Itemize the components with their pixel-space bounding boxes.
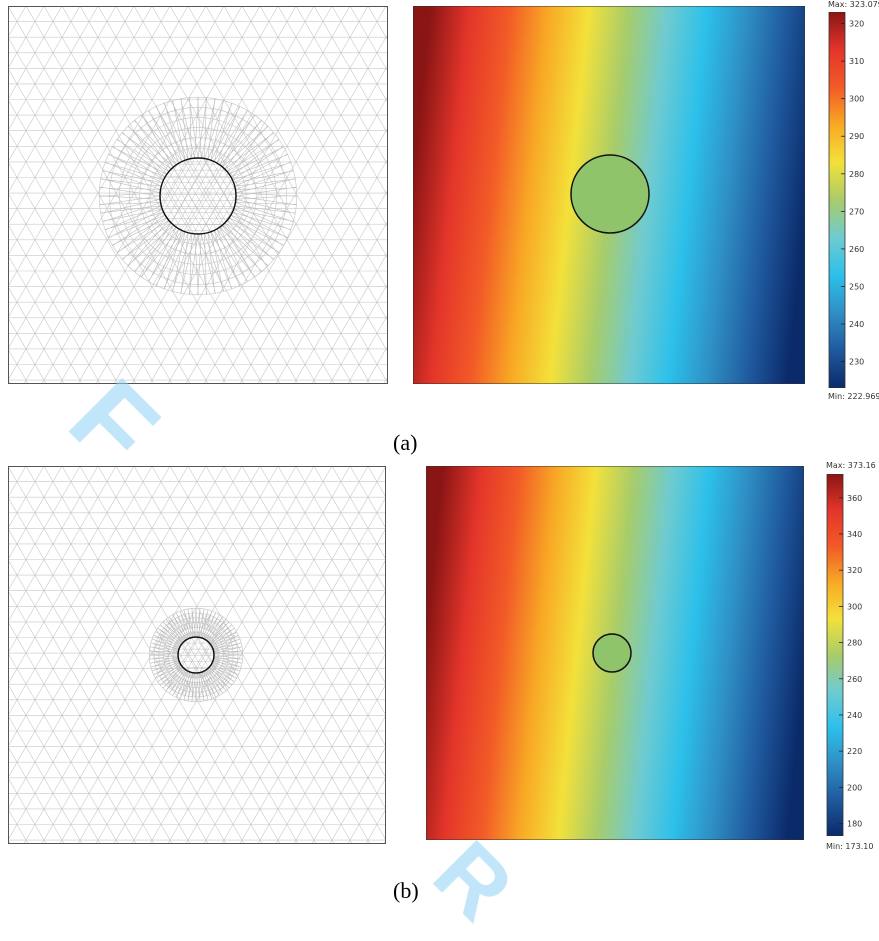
colorbar-tick-label: 240 xyxy=(847,711,862,720)
colorbar-tick-label: 270 xyxy=(849,207,864,216)
colorbar-max-label-a: Max: 323.079 xyxy=(828,0,879,9)
inclusion-circle-a xyxy=(570,154,650,234)
mesh-figure-b xyxy=(8,466,386,844)
field-panel-a xyxy=(413,6,805,384)
mesh-border xyxy=(8,6,388,384)
mesh-panel-a xyxy=(8,6,388,384)
colorbar-a: 230 240 250 260 270 280 290 300 310 320 xyxy=(828,12,876,388)
colorbar-min-label-b: Min: 173.10 xyxy=(826,842,874,851)
field-plot-b xyxy=(426,466,804,840)
colorbar-b: 180 200 220 240 260 280 300 320 340 360 xyxy=(826,474,876,836)
caption-a: (a) xyxy=(393,430,418,455)
colorbar-tick-label: 230 xyxy=(849,358,864,367)
mesh-inclusion-circle xyxy=(159,157,237,235)
mesh-figure-a xyxy=(8,6,388,384)
colorbar-tick-label: 180 xyxy=(847,820,862,829)
colorbar-tick-label: 260 xyxy=(849,245,864,254)
mesh-border xyxy=(8,466,386,844)
colorbar-min-label-a: Min: 222.969 xyxy=(828,392,879,401)
mesh-lines xyxy=(8,6,388,384)
mesh-inclusion-circle xyxy=(177,636,215,674)
colorbar-tick-label: 300 xyxy=(847,602,862,611)
colorbar-gradient xyxy=(826,474,844,836)
colorbar-tick-label: 220 xyxy=(847,747,862,756)
inclusion-circle-b xyxy=(592,633,632,673)
field-panel-b xyxy=(426,466,804,840)
colorbar-tick-label: 280 xyxy=(849,170,864,179)
colorbar-gradient xyxy=(828,12,846,388)
colorbar-svg-a: 230 240 250 260 270 280 290 300 310 320 xyxy=(828,12,864,388)
mesh-lines xyxy=(8,466,386,844)
colorbar-tick-label: 290 xyxy=(849,132,864,141)
colorbar-tick-label: 340 xyxy=(847,530,862,539)
mesh-panel-b xyxy=(8,466,386,844)
field-plot-a xyxy=(413,6,805,384)
colorbar-tick-label: 240 xyxy=(849,320,864,329)
colorbar-tick-label: 300 xyxy=(849,95,864,104)
colorbar-tick-label: 360 xyxy=(847,494,862,503)
caption-b: (b) xyxy=(393,878,419,903)
colorbar-max-label-b: Max: 373.16 xyxy=(826,461,876,470)
colorbar-tick-label: 260 xyxy=(847,675,862,684)
colorbar-tick-label: 200 xyxy=(847,783,862,792)
colorbar-tick-label: 320 xyxy=(849,20,864,29)
colorbar-svg-b: 180 200 220 240 260 280 300 320 340 360 xyxy=(826,474,862,836)
colorbar-tick-label: 250 xyxy=(849,282,864,291)
colorbar-tick-label: 280 xyxy=(847,639,862,648)
colorbar-tick-label: 310 xyxy=(849,57,864,66)
colorbar-tick-label: 320 xyxy=(847,566,862,575)
